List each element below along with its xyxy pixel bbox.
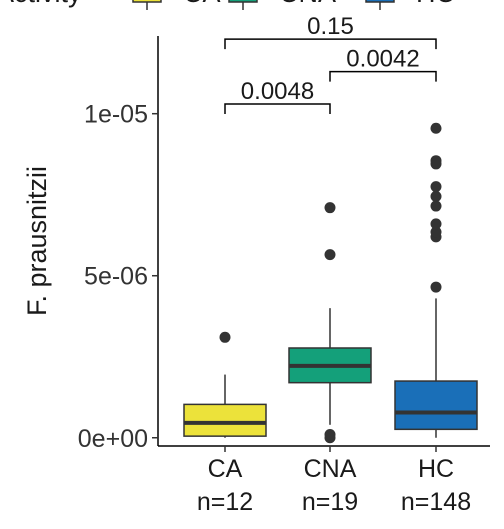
iqr-box	[394, 380, 478, 431]
boxes	[183, 122, 478, 444]
axes: 0e+00 5e-06 1e-05 F. prausnitzii	[22, 36, 490, 453]
legend-label-hc: HC	[416, 0, 455, 8]
outlier-point	[219, 331, 231, 343]
x-category-label: CA	[208, 455, 243, 483]
outlier-point	[430, 181, 442, 193]
comparison-ca-cna: 0.0048	[224, 78, 331, 114]
legend-key-box	[132, 0, 162, 3]
x-category-label: HC	[418, 455, 454, 483]
y-axis-title: F. prausnitzii	[22, 166, 52, 316]
legend-label-ca: CA	[183, 0, 221, 8]
legend-key-hc	[365, 0, 395, 10]
outlier-point	[324, 249, 336, 261]
outlier-point	[430, 155, 442, 167]
x-sample-size-label: n=148	[401, 488, 471, 516]
comparison-bracket	[224, 103, 331, 114]
box-ca	[183, 331, 267, 438]
p-value-label: 0.0048	[241, 78, 314, 105]
legend-key-box	[365, 0, 395, 3]
y-tick-label: 0e+00	[78, 425, 148, 453]
iqr-box	[183, 403, 267, 437]
outlier-point	[430, 122, 442, 134]
legend-key-box	[228, 0, 258, 3]
legend-title: Activity	[0, 0, 82, 8]
comparison-bracket	[224, 38, 437, 50]
outlier-point	[324, 429, 336, 441]
legend-key-cna	[228, 0, 258, 10]
comparison-cna-hc: 0.0042	[329, 46, 437, 82]
legend-label-cna: CNA	[279, 0, 336, 8]
comparison-ca-hc: 0.15	[224, 13, 437, 50]
p-value-label: 0.0042	[346, 46, 419, 73]
y-tick-label: 1e-05	[84, 101, 148, 129]
x-axis-labels: CA n=12 CNA n=19 HC n=148	[197, 455, 471, 516]
x-sample-size-label: n=12	[197, 488, 253, 516]
x-category-label: CNA	[304, 455, 357, 483]
outlier-point	[324, 202, 336, 214]
legend-key-ca	[132, 0, 162, 10]
x-sample-size-label: n=19	[302, 488, 358, 516]
outlier-point	[430, 200, 442, 212]
legend: Activity CA CNA HC	[0, 0, 455, 10]
comparison-brackets: 0.0048 0.0042 0.15	[224, 13, 437, 114]
box-cna	[288, 202, 372, 444]
box-hc	[394, 122, 478, 438]
outlier-point	[430, 190, 442, 202]
outlier-point	[430, 226, 442, 238]
outlier-point	[430, 218, 442, 230]
y-tick-label: 5e-06	[84, 263, 148, 291]
comparison-bracket	[329, 70, 437, 82]
outlier-point	[430, 281, 442, 293]
p-value-label: 0.15	[307, 13, 354, 40]
